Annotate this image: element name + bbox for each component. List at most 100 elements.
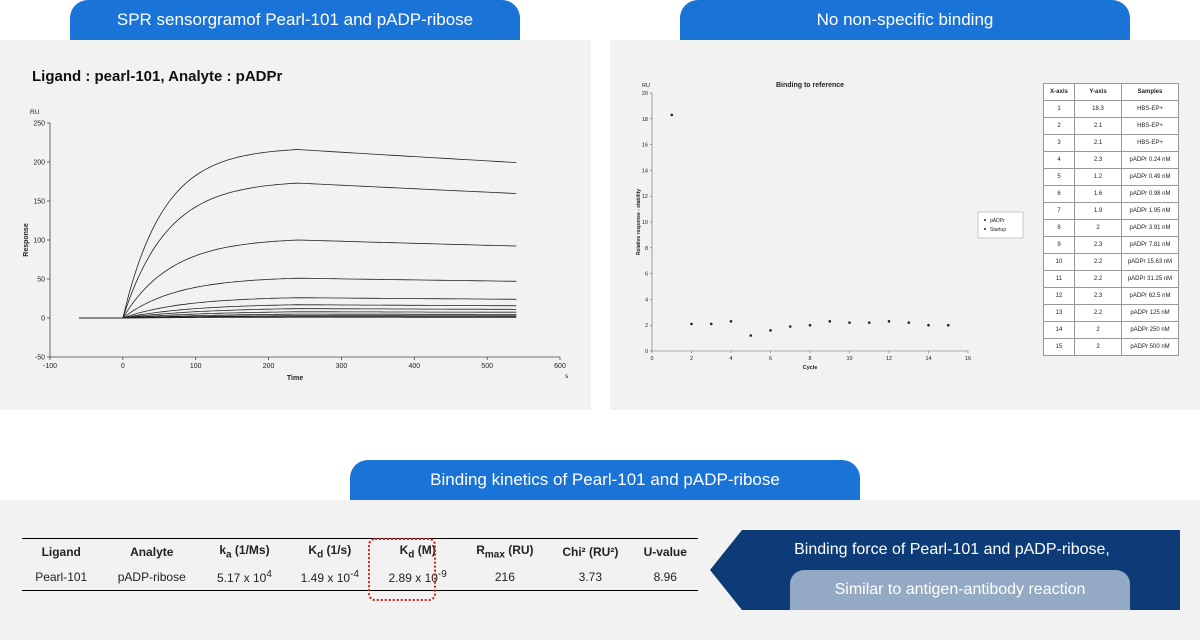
- y-axis-label: Response: [23, 223, 30, 257]
- cell-sample: pADPr 0.49 nM: [1121, 168, 1179, 186]
- conclusion-sub: Similar to antigen-antibody reaction: [834, 581, 1086, 598]
- sensorgram-panel: [0, 40, 591, 410]
- scatter-point: [808, 323, 812, 327]
- scatter-point: [670, 113, 674, 117]
- x-tick-label: 600: [554, 363, 566, 370]
- x-tick-label: 400: [408, 363, 420, 370]
- y-axis-label: Relative response - stability: [636, 189, 642, 255]
- table-row: 3 2.1 HBS-EP+: [1043, 134, 1179, 152]
- cell-sample: HBS-EP+: [1121, 134, 1179, 152]
- cell-x: 12: [1043, 287, 1075, 305]
- cell-x: 6: [1043, 185, 1075, 203]
- cell-sample: pADPr 3.91 nM: [1121, 219, 1179, 237]
- scatter-point: [709, 322, 713, 326]
- table-row: 10 2.2 pADPr 15.63 nM: [1043, 253, 1179, 271]
- legend-label: pADPr: [990, 218, 1005, 224]
- y-unit-label: RU: [642, 83, 650, 89]
- scatter-point: [848, 321, 851, 324]
- conclusion-pill: Similar to antigen-antibody reaction: [790, 570, 1130, 610]
- kd-highlight-box: [368, 538, 436, 601]
- header-tab-sensorgram: SPR sensorgramof Pearl-101 and pADP-ribo…: [70, 0, 520, 40]
- y-tick-label: 8: [645, 246, 648, 252]
- cell-ligand: Pearl-101: [22, 564, 101, 591]
- cell-y: 2.2: [1074, 270, 1122, 288]
- cell-y: 2: [1074, 219, 1122, 237]
- cell-y: 2.2: [1074, 253, 1122, 271]
- cell-sample: HBS-EP+: [1121, 100, 1179, 118]
- x-tick-label: 6: [769, 356, 772, 362]
- conclusion-text: Binding force of Pearl-101 and pADP-ribo…: [794, 541, 1110, 558]
- sensorgram-series-line: [79, 277, 517, 319]
- cell-y: 2.1: [1074, 134, 1122, 152]
- x-tick-label: 100: [190, 363, 202, 370]
- cell-x: 3: [1043, 134, 1075, 152]
- scatter-point: [907, 321, 911, 324]
- scatter-point: [788, 325, 792, 328]
- cell-sample: pADPr 0.98 nM: [1121, 185, 1179, 203]
- sensorgram-series-line: [79, 297, 517, 319]
- cell-sample: pADPr 1.95 nM: [1121, 202, 1179, 220]
- y-tick-label: 12: [642, 194, 648, 200]
- sensorgram-series-line: [79, 182, 517, 319]
- cell-u: 8.96: [632, 564, 698, 591]
- cell-sample: HBS-EP+: [1121, 117, 1179, 135]
- x-tick-label: 300: [336, 363, 348, 370]
- x-axis-label: Time: [287, 375, 303, 382]
- cell-KD: 2.89 x 10-9: [373, 564, 462, 591]
- table-row: 2 2.1 HBS-EP+: [1043, 117, 1179, 135]
- header-label: Binding kinetics of Pearl-101 and pADP-r…: [430, 470, 780, 489]
- table-row: Pearl-101 pADP-ribose 5.17 x 104 1.49 x …: [22, 564, 698, 591]
- th-ka: ka (1/Ms): [203, 538, 286, 565]
- legend-label: Startup: [990, 227, 1006, 233]
- sensorgram-series-line: [79, 149, 517, 319]
- cell-sample: pADPr 15.63 nM: [1121, 253, 1179, 271]
- y-tick-label: 6: [645, 272, 648, 278]
- cell-sample: pADPr 0.24 nM: [1121, 151, 1179, 169]
- cell-x: 8: [1043, 219, 1075, 237]
- th-kd: Kd (1/s): [285, 538, 374, 565]
- th-ligand: Ligand: [22, 538, 101, 565]
- cell-y: 1.9: [1074, 202, 1122, 220]
- scatter-point: [769, 329, 772, 332]
- cell-sample: pADPr 31.25 nM: [1121, 270, 1179, 288]
- y-tick-label: 20: [642, 91, 648, 97]
- th-chi: Chi² (RU²): [548, 538, 633, 565]
- sensorgram-series-line: [79, 316, 517, 319]
- th-u: U-value: [632, 538, 698, 565]
- cell-y: 2.3: [1074, 236, 1122, 254]
- cell-rmax: 216: [461, 564, 549, 591]
- cell-x: 1: [1043, 100, 1075, 118]
- table-row: 13 2.2 pADPr 125 nM: [1043, 304, 1179, 322]
- cell-y: 2: [1074, 321, 1122, 339]
- cell-sample: pADPr 500 nM: [1121, 338, 1179, 356]
- sensorgram-chart: -50 0 50 100 150 200 250 -100 0 100 200 300 400 500 60…: [23, 109, 569, 382]
- table-row: 4 2.3 pADPr 0.24 nM: [1043, 151, 1179, 169]
- table-row: 5 1.2 pADPr 0.49 nM: [1043, 168, 1179, 186]
- legend: pADPr Startup: [977, 211, 1024, 239]
- table-row: 14 2 pADPr 250 nM: [1043, 321, 1179, 339]
- table-row: 9 2.3 pADPr 7.81 nM: [1043, 236, 1179, 254]
- y-unit-label: RU: [30, 109, 40, 116]
- x-tick-label: 0: [650, 356, 653, 362]
- table-row: 12 2.3 pADPr 62.5 nM: [1043, 287, 1179, 305]
- table-row: 6 1.6 pADPr 0.98 nM: [1043, 185, 1179, 203]
- scatter-point: [867, 321, 871, 324]
- header-tab-kinetics: Binding kinetics of Pearl-101 and pADP-r…: [350, 460, 860, 500]
- scatter-point: [690, 322, 693, 326]
- sensorgram-series-line: [79, 311, 517, 319]
- reference-chart: 0 2 4 6 8 10 12 14 16 18 20 0 2 4 6 8 10 12 14 16 RU Binding …: [636, 82, 1024, 371]
- legend-box: [977, 211, 1024, 239]
- cell-x: 7: [1043, 202, 1075, 220]
- sensorgram-series-line: [79, 313, 517, 319]
- y-tick-label: 0: [645, 349, 648, 355]
- cell-x: 13: [1043, 304, 1075, 322]
- cell-y: 18.3: [1074, 100, 1122, 118]
- x-tick-label: 4: [729, 356, 732, 362]
- cell-y: 2.1: [1074, 117, 1122, 135]
- sensorgram-series-line: [79, 308, 517, 319]
- cell-analyte: pADP-ribose: [100, 564, 204, 591]
- cell-x: 9: [1043, 236, 1075, 254]
- table-row: 1 18.3 HBS-EP+: [1043, 100, 1179, 118]
- header-tab-nonspecific: No non-specific binding: [680, 0, 1130, 40]
- cell-sample: pADPr 125 nM: [1121, 304, 1179, 322]
